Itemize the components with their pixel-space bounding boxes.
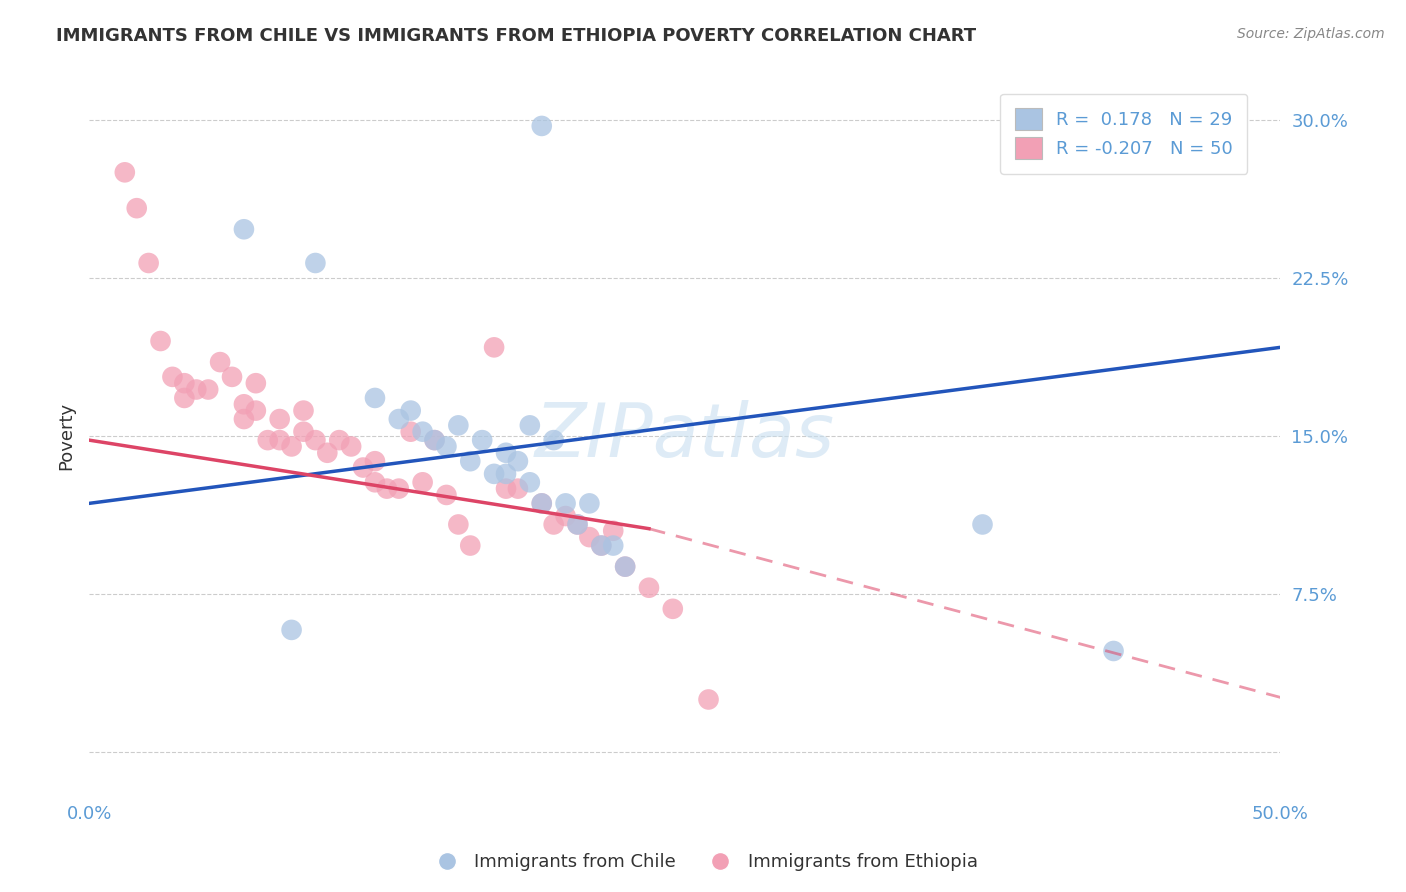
Point bbox=[436, 488, 458, 502]
Point bbox=[567, 517, 589, 532]
Point bbox=[162, 369, 184, 384]
Point bbox=[1102, 644, 1125, 658]
Point bbox=[269, 412, 291, 426]
Legend: Immigrants from Chile, Immigrants from Ethiopia: Immigrants from Chile, Immigrants from E… bbox=[422, 847, 984, 879]
Point bbox=[197, 383, 219, 397]
Point bbox=[482, 340, 505, 354]
Point bbox=[423, 433, 446, 447]
Point bbox=[364, 454, 387, 468]
Text: Source: ZipAtlas.com: Source: ZipAtlas.com bbox=[1237, 27, 1385, 41]
Point bbox=[530, 119, 553, 133]
Point bbox=[399, 425, 422, 439]
Point bbox=[328, 433, 350, 447]
Point bbox=[495, 467, 517, 481]
Point bbox=[662, 602, 685, 616]
Point bbox=[554, 496, 576, 510]
Point bbox=[482, 467, 505, 481]
Point bbox=[232, 397, 254, 411]
Point bbox=[554, 509, 576, 524]
Point bbox=[506, 482, 529, 496]
Point bbox=[972, 517, 994, 532]
Point bbox=[567, 517, 589, 532]
Point bbox=[245, 376, 267, 391]
Point bbox=[530, 496, 553, 510]
Point bbox=[495, 446, 517, 460]
Point bbox=[388, 482, 411, 496]
Point bbox=[530, 496, 553, 510]
Point bbox=[221, 369, 243, 384]
Legend: R =  0.178   N = 29, R = -0.207   N = 50: R = 0.178 N = 29, R = -0.207 N = 50 bbox=[1000, 94, 1247, 174]
Point bbox=[458, 454, 481, 468]
Point bbox=[138, 256, 160, 270]
Point bbox=[125, 201, 148, 215]
Point bbox=[269, 433, 291, 447]
Point bbox=[436, 440, 458, 454]
Point bbox=[412, 425, 434, 439]
Point bbox=[458, 539, 481, 553]
Point bbox=[602, 539, 624, 553]
Point bbox=[519, 475, 541, 490]
Text: ZIPatlas: ZIPatlas bbox=[534, 400, 835, 472]
Point bbox=[173, 376, 195, 391]
Point bbox=[304, 256, 326, 270]
Point bbox=[543, 517, 565, 532]
Point bbox=[114, 165, 136, 179]
Point bbox=[280, 440, 302, 454]
Point bbox=[292, 425, 315, 439]
Point bbox=[614, 559, 637, 574]
Point bbox=[186, 383, 208, 397]
Point bbox=[471, 433, 494, 447]
Point bbox=[375, 482, 398, 496]
Point bbox=[245, 403, 267, 417]
Point bbox=[614, 559, 637, 574]
Point bbox=[506, 454, 529, 468]
Point bbox=[447, 418, 470, 433]
Point bbox=[280, 623, 302, 637]
Point bbox=[412, 475, 434, 490]
Point bbox=[388, 412, 411, 426]
Point bbox=[591, 539, 613, 553]
Point bbox=[543, 433, 565, 447]
Point bbox=[578, 530, 600, 544]
Point bbox=[364, 391, 387, 405]
Point bbox=[149, 334, 172, 348]
Point bbox=[578, 496, 600, 510]
Point bbox=[399, 403, 422, 417]
Point bbox=[519, 418, 541, 433]
Y-axis label: Poverty: Poverty bbox=[58, 401, 75, 470]
Point bbox=[209, 355, 232, 369]
Point bbox=[602, 524, 624, 538]
Point bbox=[638, 581, 661, 595]
Point bbox=[292, 403, 315, 417]
Point bbox=[447, 517, 470, 532]
Point bbox=[232, 412, 254, 426]
Point bbox=[364, 475, 387, 490]
Point bbox=[423, 433, 446, 447]
Point bbox=[316, 446, 339, 460]
Point bbox=[591, 539, 613, 553]
Point bbox=[340, 440, 363, 454]
Point bbox=[697, 692, 720, 706]
Point bbox=[256, 433, 278, 447]
Point bbox=[495, 482, 517, 496]
Point bbox=[352, 460, 374, 475]
Point bbox=[173, 391, 195, 405]
Point bbox=[304, 433, 326, 447]
Point bbox=[232, 222, 254, 236]
Text: IMMIGRANTS FROM CHILE VS IMMIGRANTS FROM ETHIOPIA POVERTY CORRELATION CHART: IMMIGRANTS FROM CHILE VS IMMIGRANTS FROM… bbox=[56, 27, 976, 45]
